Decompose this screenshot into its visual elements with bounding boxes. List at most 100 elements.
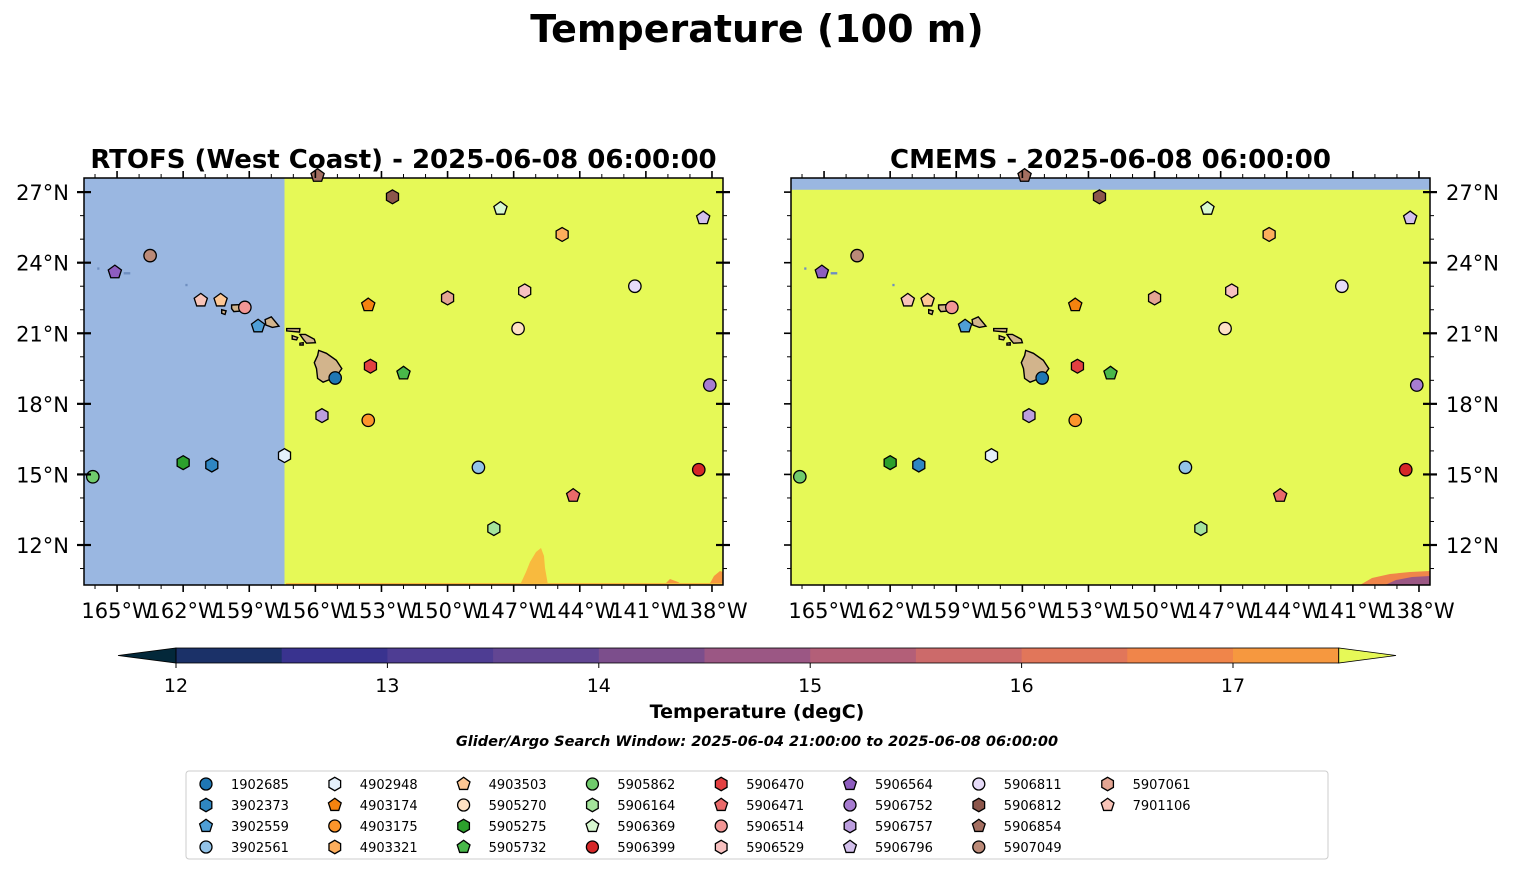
y-tick-label: 27°N — [1446, 181, 1499, 205]
platform-5907049-marker — [850, 248, 864, 263]
colorbar-bin — [176, 648, 283, 663]
platform-1902685-marker — [328, 371, 343, 385]
y-tick-label: 18°N — [1446, 393, 1499, 417]
platform-4903503-marker — [920, 292, 935, 307]
platform-4903321-marker — [555, 226, 569, 243]
legend-5905732-label: 5905732 — [489, 841, 547, 856]
platform-5906470-marker — [1070, 358, 1085, 374]
legend-5906752-label: 5906752 — [875, 799, 933, 814]
platform-4903174-marker — [360, 297, 376, 312]
platform-5907061-marker — [440, 290, 455, 306]
rtofs-map-panel: RTOFS (West Coast) - 2025-06-08 06:00:00… — [16, 145, 748, 623]
platform-3902561-marker — [471, 460, 486, 475]
platform-5906399-marker — [691, 462, 706, 477]
platform-5906564-marker — [107, 264, 123, 279]
colorbar-bin — [704, 648, 811, 663]
x-tick-label: 141°W — [1317, 599, 1389, 623]
legend-5907049-label: 5907049 — [1004, 841, 1062, 856]
colorbar-tick-label: 13 — [375, 675, 399, 697]
legend-5906564-marker — [842, 776, 858, 791]
x-tick-label: 159°W — [214, 599, 286, 623]
platform-legend: 1902685 3902373 3902559 3902561 4902948 49031… — [185, 770, 1329, 860]
platform-5905270-marker — [1218, 321, 1232, 336]
colorbar-tick-label: 14 — [587, 675, 611, 697]
rtofs-panel-title: RTOFS (West Coast) - 2025-06-08 06:00:00 — [90, 145, 716, 175]
legend-1902685-marker — [199, 777, 213, 791]
legend-5906399-label: 5906399 — [617, 841, 675, 856]
platform-4903503-marker — [213, 292, 228, 307]
platform-5905275-marker — [176, 454, 190, 471]
legend-4902948-marker — [328, 776, 342, 792]
platform-5906369-marker — [493, 200, 508, 215]
warm-water-contour — [520, 548, 548, 585]
x-tick-label: 144°W — [1251, 599, 1323, 623]
legend-5906514-label: 5906514 — [746, 820, 804, 835]
y-tick-label: 12°N — [1446, 534, 1499, 558]
colorbar-bin — [1233, 648, 1340, 663]
platform-5906471-marker — [565, 487, 581, 502]
colorbar-bin — [915, 648, 1023, 663]
warm-water-contour — [1385, 576, 1430, 585]
colorbar-tick-label: 12 — [164, 675, 188, 697]
warm-water-contour — [709, 571, 723, 585]
oahu-island — [971, 315, 988, 329]
legend-5906796-label: 5906796 — [875, 841, 933, 856]
legend-5905732-marker — [456, 839, 471, 854]
platform-4903321-marker — [1262, 226, 1276, 243]
temperature-field — [284, 178, 723, 585]
legend-5906369-label: 5906369 — [617, 820, 675, 835]
figure-title: Temperature (100 m) — [530, 7, 983, 51]
lanai-island — [291, 334, 299, 341]
y-tick-label: 24°N — [16, 252, 69, 276]
platform-5907061-marker — [1147, 290, 1162, 306]
colorbar-bin — [598, 648, 705, 663]
platform-5906514-marker — [945, 300, 959, 315]
x-tick-label: 165°W — [788, 599, 860, 623]
y-tick-label: 24°N — [1446, 252, 1499, 276]
x-tick-label: 162°W — [854, 599, 926, 623]
platform-4903175-marker — [1068, 413, 1083, 428]
legend-5907049-marker — [972, 840, 986, 854]
platform-5905862-marker — [85, 469, 100, 484]
oahu-island — [264, 315, 281, 329]
lanai-island — [998, 334, 1006, 341]
search-window-text: Glider/Argo Search Window: 2025-06-04 21… — [456, 734, 1058, 750]
legend-4903321-marker — [328, 839, 342, 855]
x-tick-label: 159°W — [921, 599, 993, 623]
map-axes: 165°W162°W159°W156°W153°W150°W147°W144°W… — [784, 171, 1499, 623]
platform-5906399-marker — [1398, 462, 1413, 477]
legend-5906811-label: 5906811 — [1004, 778, 1062, 793]
legend-5906164-marker — [585, 797, 599, 813]
platform-7901106-marker — [900, 292, 916, 307]
shallow-reef — [97, 267, 100, 270]
legend-5905275-marker — [457, 818, 471, 834]
platform-4903175-marker — [361, 413, 376, 428]
cmems-panel-title: CMEMS - 2025-06-08 06:00:00 — [890, 145, 1331, 175]
x-tick-label: 153°W — [1053, 599, 1125, 623]
x-tick-label: 147°W — [1185, 599, 1257, 623]
legend-5907061-label: 5907061 — [1133, 778, 1191, 793]
colorbar-tick-label: 15 — [798, 675, 822, 697]
platform-5906470-marker — [363, 358, 378, 374]
platform-5906471-marker — [1272, 487, 1288, 502]
legend-5906369-marker — [585, 818, 600, 833]
temperature-field — [791, 189, 1430, 585]
platform-3902373-marker — [205, 457, 219, 473]
kahoolawe-island — [1006, 341, 1011, 346]
platform-5906812-marker — [1092, 189, 1107, 205]
platform-7901106-marker — [193, 292, 209, 307]
legend-5906164-label: 5906164 — [617, 799, 675, 814]
map-axes: 165°W162°W159°W156°W153°W150°W147°W144°W… — [16, 171, 748, 623]
molokai-island — [993, 327, 1008, 333]
platform-5906752-marker — [702, 378, 717, 392]
y-tick-label: 21°N — [16, 322, 69, 346]
platform-5906796-marker — [695, 210, 711, 225]
legend-4903503-marker — [456, 776, 471, 791]
platform-3902559-marker — [250, 318, 266, 333]
x-tick-label: 153°W — [346, 599, 418, 623]
legend-5906757-label: 5906757 — [875, 820, 933, 835]
y-tick-label: 18°N — [16, 393, 69, 417]
platform-5905275-marker — [883, 454, 897, 471]
legend-3902373-marker — [199, 797, 213, 813]
